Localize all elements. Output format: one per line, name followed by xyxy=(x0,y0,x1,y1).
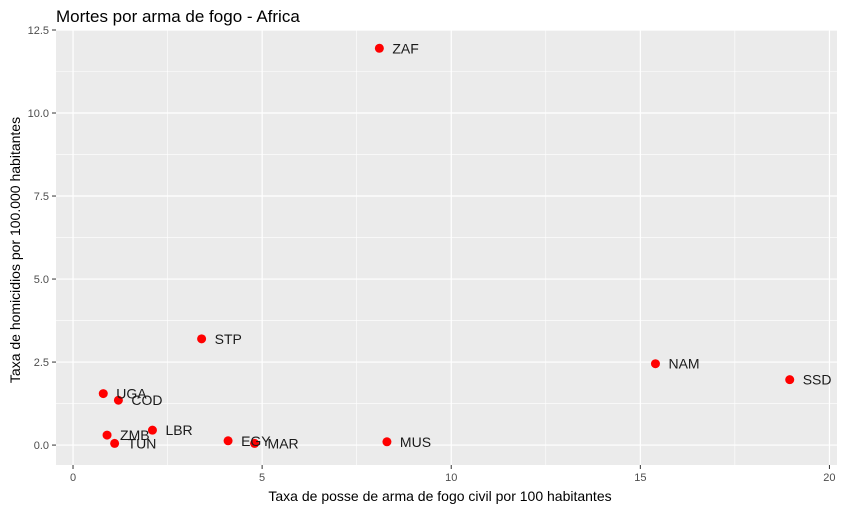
x-axis-title: Taxa de posse de arma de fogo civil por … xyxy=(268,488,611,504)
data-point xyxy=(147,425,157,435)
y-tick-label: 10.0 xyxy=(28,108,49,120)
data-point xyxy=(250,438,260,448)
x-tick-label: 15 xyxy=(634,472,646,484)
y-tick-label: 5.0 xyxy=(34,274,49,286)
point-label: STP xyxy=(215,331,242,347)
y-axis-title: Taxa de homicidios por 100.000 habitante… xyxy=(7,117,23,383)
y-tick-label: 7.5 xyxy=(34,191,49,203)
data-point xyxy=(785,375,795,385)
y-tick-label: 12.5 xyxy=(28,25,49,37)
y-tick-label: 2.5 xyxy=(34,357,49,369)
x-tick-label: 10 xyxy=(445,472,457,484)
data-point xyxy=(102,430,112,440)
data-point xyxy=(650,359,660,369)
data-point xyxy=(197,334,207,344)
data-point xyxy=(223,436,233,446)
chart-title: Mortes por arma de fogo - Africa xyxy=(56,7,300,26)
x-tick-label: 20 xyxy=(823,472,835,484)
data-points xyxy=(98,43,795,448)
grid-minor xyxy=(56,30,837,465)
point-label: UGA xyxy=(116,386,147,402)
data-point xyxy=(113,395,123,405)
x-tick-label: 5 xyxy=(259,472,265,484)
plot-panel xyxy=(56,30,837,465)
point-label: COD xyxy=(131,392,162,408)
point-label: MAR xyxy=(268,435,299,451)
point-label: SSD xyxy=(803,372,832,388)
data-point xyxy=(98,389,108,399)
data-point xyxy=(382,437,392,447)
point-label: EGY xyxy=(241,433,271,449)
point-label: ZMB xyxy=(120,427,150,443)
data-point xyxy=(374,43,384,53)
point-label: TUN xyxy=(128,435,157,451)
point-label: ZAF xyxy=(392,40,418,56)
axis-ticks: 0 5 10 15 20 0.0 2.5 5.0 7.5 10.0 12.5 xyxy=(28,25,836,484)
grid-major xyxy=(56,29,837,465)
x-tick-label: 0 xyxy=(70,472,76,484)
point-label: NAM xyxy=(668,356,699,372)
y-tick-label: 0.0 xyxy=(34,440,49,452)
point-label: MUS xyxy=(400,434,431,450)
point-label: LBR xyxy=(165,422,192,438)
data-point xyxy=(110,438,120,448)
